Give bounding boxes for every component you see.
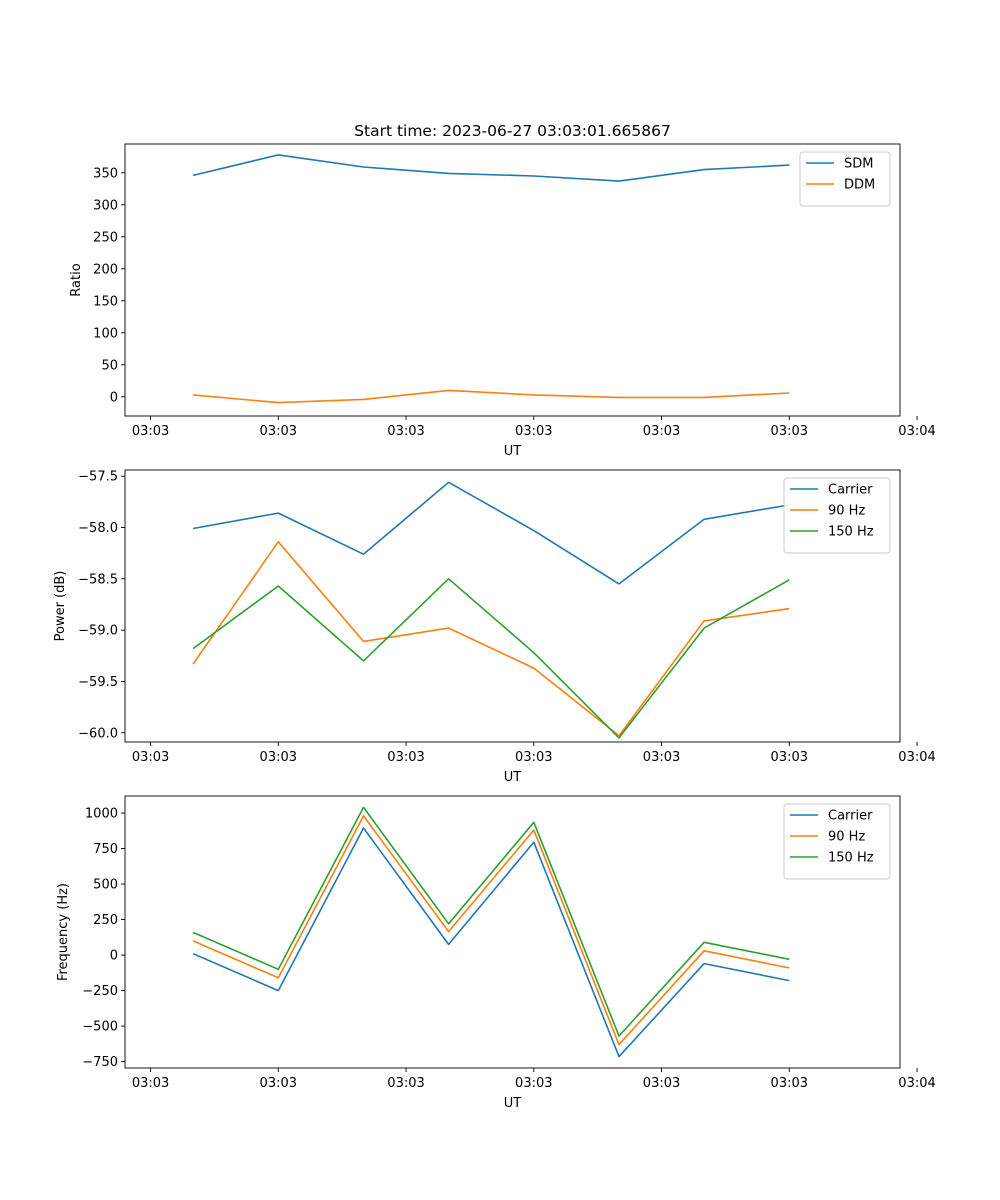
legend: SDM DDM xyxy=(799,151,891,207)
y-tick-label: 200 xyxy=(93,262,118,277)
y-tick-label: 0 xyxy=(110,949,118,964)
y-tick-label: 350 xyxy=(93,166,118,181)
figure-title: Start time: 2023-06-27 03:03:01.665867 xyxy=(354,122,671,140)
legend: Carrier 90 Hz 150 Hz xyxy=(783,803,891,880)
y-tick-label: −60.0 xyxy=(78,726,118,741)
x-tick-label: 03:03 xyxy=(771,424,808,439)
y-tick-label: 250 xyxy=(93,230,118,245)
x-tick-label: 03:04 xyxy=(898,750,935,765)
legend-label: 150 Hz xyxy=(828,851,874,866)
y-tick-label: −500 xyxy=(82,1020,118,1035)
y-tick-label: 50 xyxy=(101,358,118,373)
axes-frame xyxy=(124,143,901,417)
legend-box xyxy=(783,803,891,880)
frequency-panel: 03:03 03:03 03:03 03:03 03:03 03:03 03:04 −750 −… xyxy=(56,795,936,1111)
legend: Carrier 90 Hz 150 Hz xyxy=(783,477,891,554)
y-tick-label: −58.5 xyxy=(78,572,118,587)
x-tick-label: 03:03 xyxy=(387,750,424,765)
power-panel: 03:03 03:03 03:03 03:03 03:03 03:03 03:04 −60.0… xyxy=(53,469,936,785)
axes-frame xyxy=(124,469,901,743)
y-tick-label: 1000 xyxy=(85,807,118,822)
y-tick-label: −250 xyxy=(82,984,118,999)
series-line-2 xyxy=(192,577,790,739)
x-tick-label: 03:03 xyxy=(387,424,424,439)
x-tick-label: 03:03 xyxy=(260,750,297,765)
y-tick-label: 250 xyxy=(93,913,118,928)
y-tick-label: 150 xyxy=(93,294,118,309)
legend-label: 90 Hz xyxy=(828,504,865,519)
x-tick-label: 03:03 xyxy=(260,424,297,439)
series-line-0 xyxy=(192,481,790,585)
y-tick-label: −59.0 xyxy=(78,624,118,639)
y-tick-label: 500 xyxy=(93,878,118,893)
legend-label: 90 Hz xyxy=(828,830,865,845)
x-tick-label: 03:03 xyxy=(132,1076,169,1091)
legend-label: Carrier xyxy=(828,809,873,824)
x-tick-label: 03:03 xyxy=(643,424,680,439)
x-axis-label: UT xyxy=(504,770,522,785)
x-tick-label: 03:03 xyxy=(515,424,552,439)
x-tick-label: 03:04 xyxy=(898,424,935,439)
x-tick-label: 03:03 xyxy=(515,1076,552,1091)
x-tick-label: 03:03 xyxy=(132,424,169,439)
y-tick-label: 0 xyxy=(110,390,118,405)
legend-label: Carrier xyxy=(828,483,873,498)
y-tick-label: 300 xyxy=(93,198,118,213)
legend-label: SDM xyxy=(844,157,873,172)
y-axis-label: Frequency (Hz) xyxy=(56,883,71,981)
x-tick-label: 03:03 xyxy=(643,750,680,765)
series-line-1 xyxy=(193,389,790,404)
series-line-2 xyxy=(192,806,790,1037)
x-axis-label: UT xyxy=(504,444,522,459)
y-tick-label: −58.0 xyxy=(78,521,118,536)
ratio-panel: 03:03 03:03 03:03 03:03 03:03 03:03 03:04 0 50 10… xyxy=(69,143,936,459)
legend-box xyxy=(799,151,891,207)
legend-label: 150 Hz xyxy=(828,525,874,540)
y-axis-label: Ratio xyxy=(69,263,84,296)
series-line-0 xyxy=(192,827,790,1058)
series-line-1 xyxy=(192,540,790,737)
x-axis-label: UT xyxy=(504,1096,522,1111)
x-tick-label: 03:03 xyxy=(132,750,169,765)
x-tick-label: 03:03 xyxy=(643,1076,680,1091)
series-line-0 xyxy=(192,154,790,182)
x-tick-label: 03:04 xyxy=(898,1076,935,1091)
x-tick-label: 03:03 xyxy=(260,1076,297,1091)
series-line-1 xyxy=(192,815,790,1046)
y-tick-label: −59.5 xyxy=(78,675,118,690)
legend-box xyxy=(783,477,891,554)
x-tick-label: 03:03 xyxy=(515,750,552,765)
y-tick-label: −750 xyxy=(82,1055,118,1070)
legend-label: DDM xyxy=(844,178,875,193)
x-tick-label: 03:03 xyxy=(387,1076,424,1091)
axes-frame xyxy=(124,795,901,1069)
x-tick-label: 03:03 xyxy=(771,750,808,765)
y-tick-label: 750 xyxy=(93,842,118,857)
y-tick-label: 100 xyxy=(93,326,118,341)
x-tick-label: 03:03 xyxy=(771,1076,808,1091)
y-axis-label: Power (dB) xyxy=(53,571,68,642)
y-tick-label: −57.5 xyxy=(78,470,118,485)
